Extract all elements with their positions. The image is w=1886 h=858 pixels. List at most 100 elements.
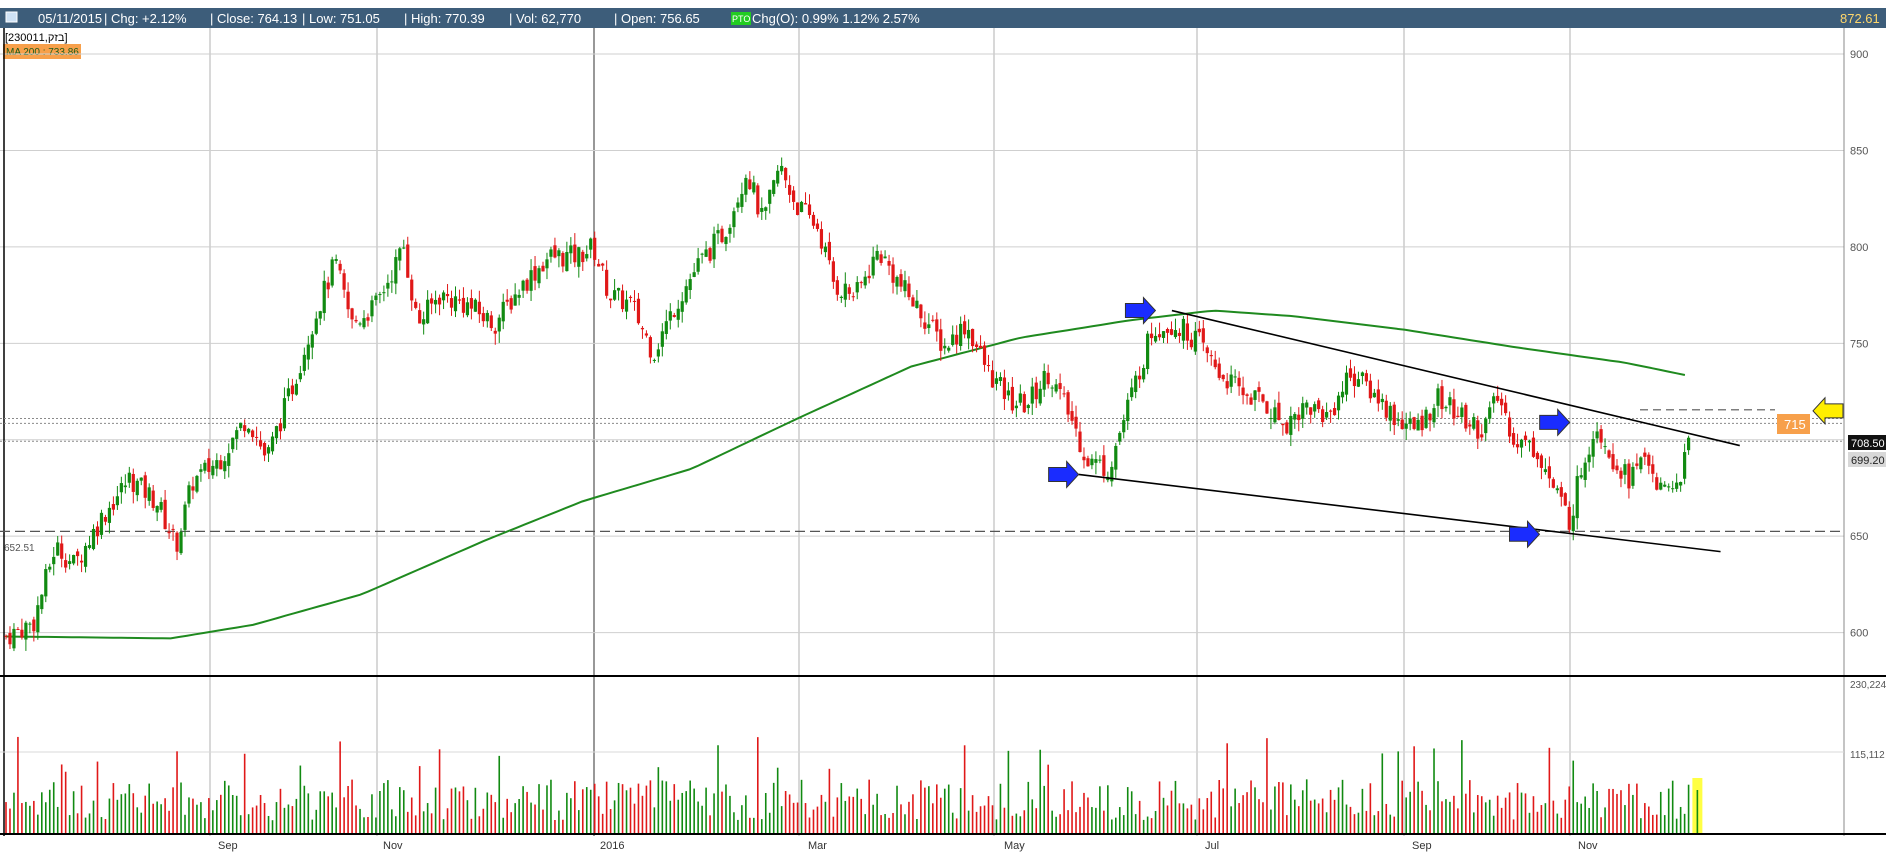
candle-body: [1535, 452, 1540, 460]
candle-body: [111, 504, 115, 510]
candle-body: [1559, 487, 1563, 497]
candle-body: [1643, 452, 1647, 457]
candle-body: [1428, 413, 1432, 421]
candle-body: [60, 543, 64, 559]
candle-body: [986, 365, 991, 367]
candle-body: [1285, 422, 1289, 434]
candle-body: [1201, 328, 1205, 343]
candle-body: [1496, 395, 1500, 401]
candle-body: [676, 308, 680, 320]
candle-body: [907, 283, 911, 298]
last-price-label: 708.50: [1851, 438, 1885, 450]
chat-icon[interactable]: [5, 11, 18, 23]
volume-top-label: 230,224: [1850, 680, 1886, 691]
candle-body: [326, 282, 330, 290]
candle-body: [815, 223, 820, 229]
candle-body: [1424, 409, 1428, 428]
candle-body: [931, 319, 935, 321]
candle-body: [1142, 367, 1146, 380]
candle-body: [1619, 470, 1623, 479]
candle-body: [1500, 398, 1504, 406]
candle-body: [1110, 466, 1114, 482]
candle-body: [310, 334, 314, 348]
candle-body: [1400, 419, 1404, 430]
candle-body: [1118, 432, 1122, 442]
candle-body: [736, 202, 740, 208]
candle-body: [1026, 405, 1030, 409]
header-chg-open: Chg(O): 0.99% 1.12% 2.57%: [752, 11, 920, 26]
candle-body: [1456, 415, 1460, 418]
candle-body: [1265, 401, 1269, 414]
candle-body: [577, 247, 581, 267]
candle-body: [887, 260, 891, 266]
candle-body: [1340, 391, 1345, 398]
candle-body: [266, 447, 271, 454]
candle-body: [1102, 455, 1106, 476]
candle-body: [119, 483, 123, 493]
candle-body: [1317, 400, 1321, 410]
candle-body: [1289, 415, 1293, 435]
candle-body: [199, 469, 203, 472]
candle-body: [231, 437, 235, 450]
candle-body: [318, 311, 322, 319]
candle-body: [1360, 372, 1365, 377]
candle-body: [581, 251, 585, 263]
candle-body: [366, 317, 370, 321]
candle-body: [513, 294, 517, 306]
candle-body: [1364, 373, 1368, 382]
candle-body: [175, 532, 179, 552]
candle-body: [481, 313, 485, 322]
candle-body: [819, 229, 824, 249]
ma-legend-bg: [3, 44, 81, 59]
header-date: 05/11/2015: [38, 11, 102, 26]
candle-body: [1511, 433, 1516, 445]
candle-body: [1476, 420, 1480, 439]
candle-body: [1157, 334, 1162, 338]
candle-body: [1420, 415, 1424, 431]
candle-body: [943, 345, 947, 349]
candle-body: [732, 211, 736, 228]
candle-body: [143, 475, 147, 498]
candlesticks: [4, 157, 1691, 652]
header-close: | Close: 764.13: [210, 11, 297, 26]
candle-body: [123, 485, 127, 488]
x-tick-label: 2016: [600, 840, 624, 852]
candle-body: [1241, 387, 1245, 396]
volume-mid-label: 115,112: [1850, 750, 1885, 761]
candle-body: [330, 259, 334, 286]
candle-body: [87, 545, 92, 548]
candle-body: [1189, 339, 1193, 348]
candle-body: [151, 490, 155, 508]
candle-body: [131, 473, 135, 492]
candle-body: [648, 337, 652, 358]
candle-body: [851, 296, 855, 298]
pro-badge: PTO: [732, 14, 750, 24]
level-699-bg: [1848, 452, 1886, 467]
candle-body: [115, 496, 119, 506]
candle-body: [656, 349, 660, 357]
candle-body: [1070, 411, 1074, 421]
candle-body: [465, 302, 470, 316]
candle-body: [1627, 463, 1631, 489]
ma200-polyline: [5, 309, 1686, 640]
target-label: 715: [1784, 417, 1806, 432]
candle-body: [1138, 375, 1142, 380]
candle-body: [1161, 331, 1166, 338]
candle-body: [107, 507, 112, 523]
candle-body: [1480, 434, 1484, 438]
candle-body: [1567, 506, 1571, 530]
trendline-lower: [1078, 473, 1721, 553]
candle-body: [1297, 414, 1301, 421]
candle-body: [1301, 403, 1305, 419]
candle-body: [1647, 454, 1651, 466]
candle-body: [1034, 382, 1038, 400]
candle-body: [1595, 431, 1599, 439]
candle-body: [688, 279, 692, 290]
candle-body: [278, 423, 283, 432]
candle-body: [1416, 419, 1420, 431]
candle-body: [1543, 469, 1547, 473]
candle-body: [616, 287, 621, 291]
x-tick-label: Nov: [1578, 840, 1598, 852]
